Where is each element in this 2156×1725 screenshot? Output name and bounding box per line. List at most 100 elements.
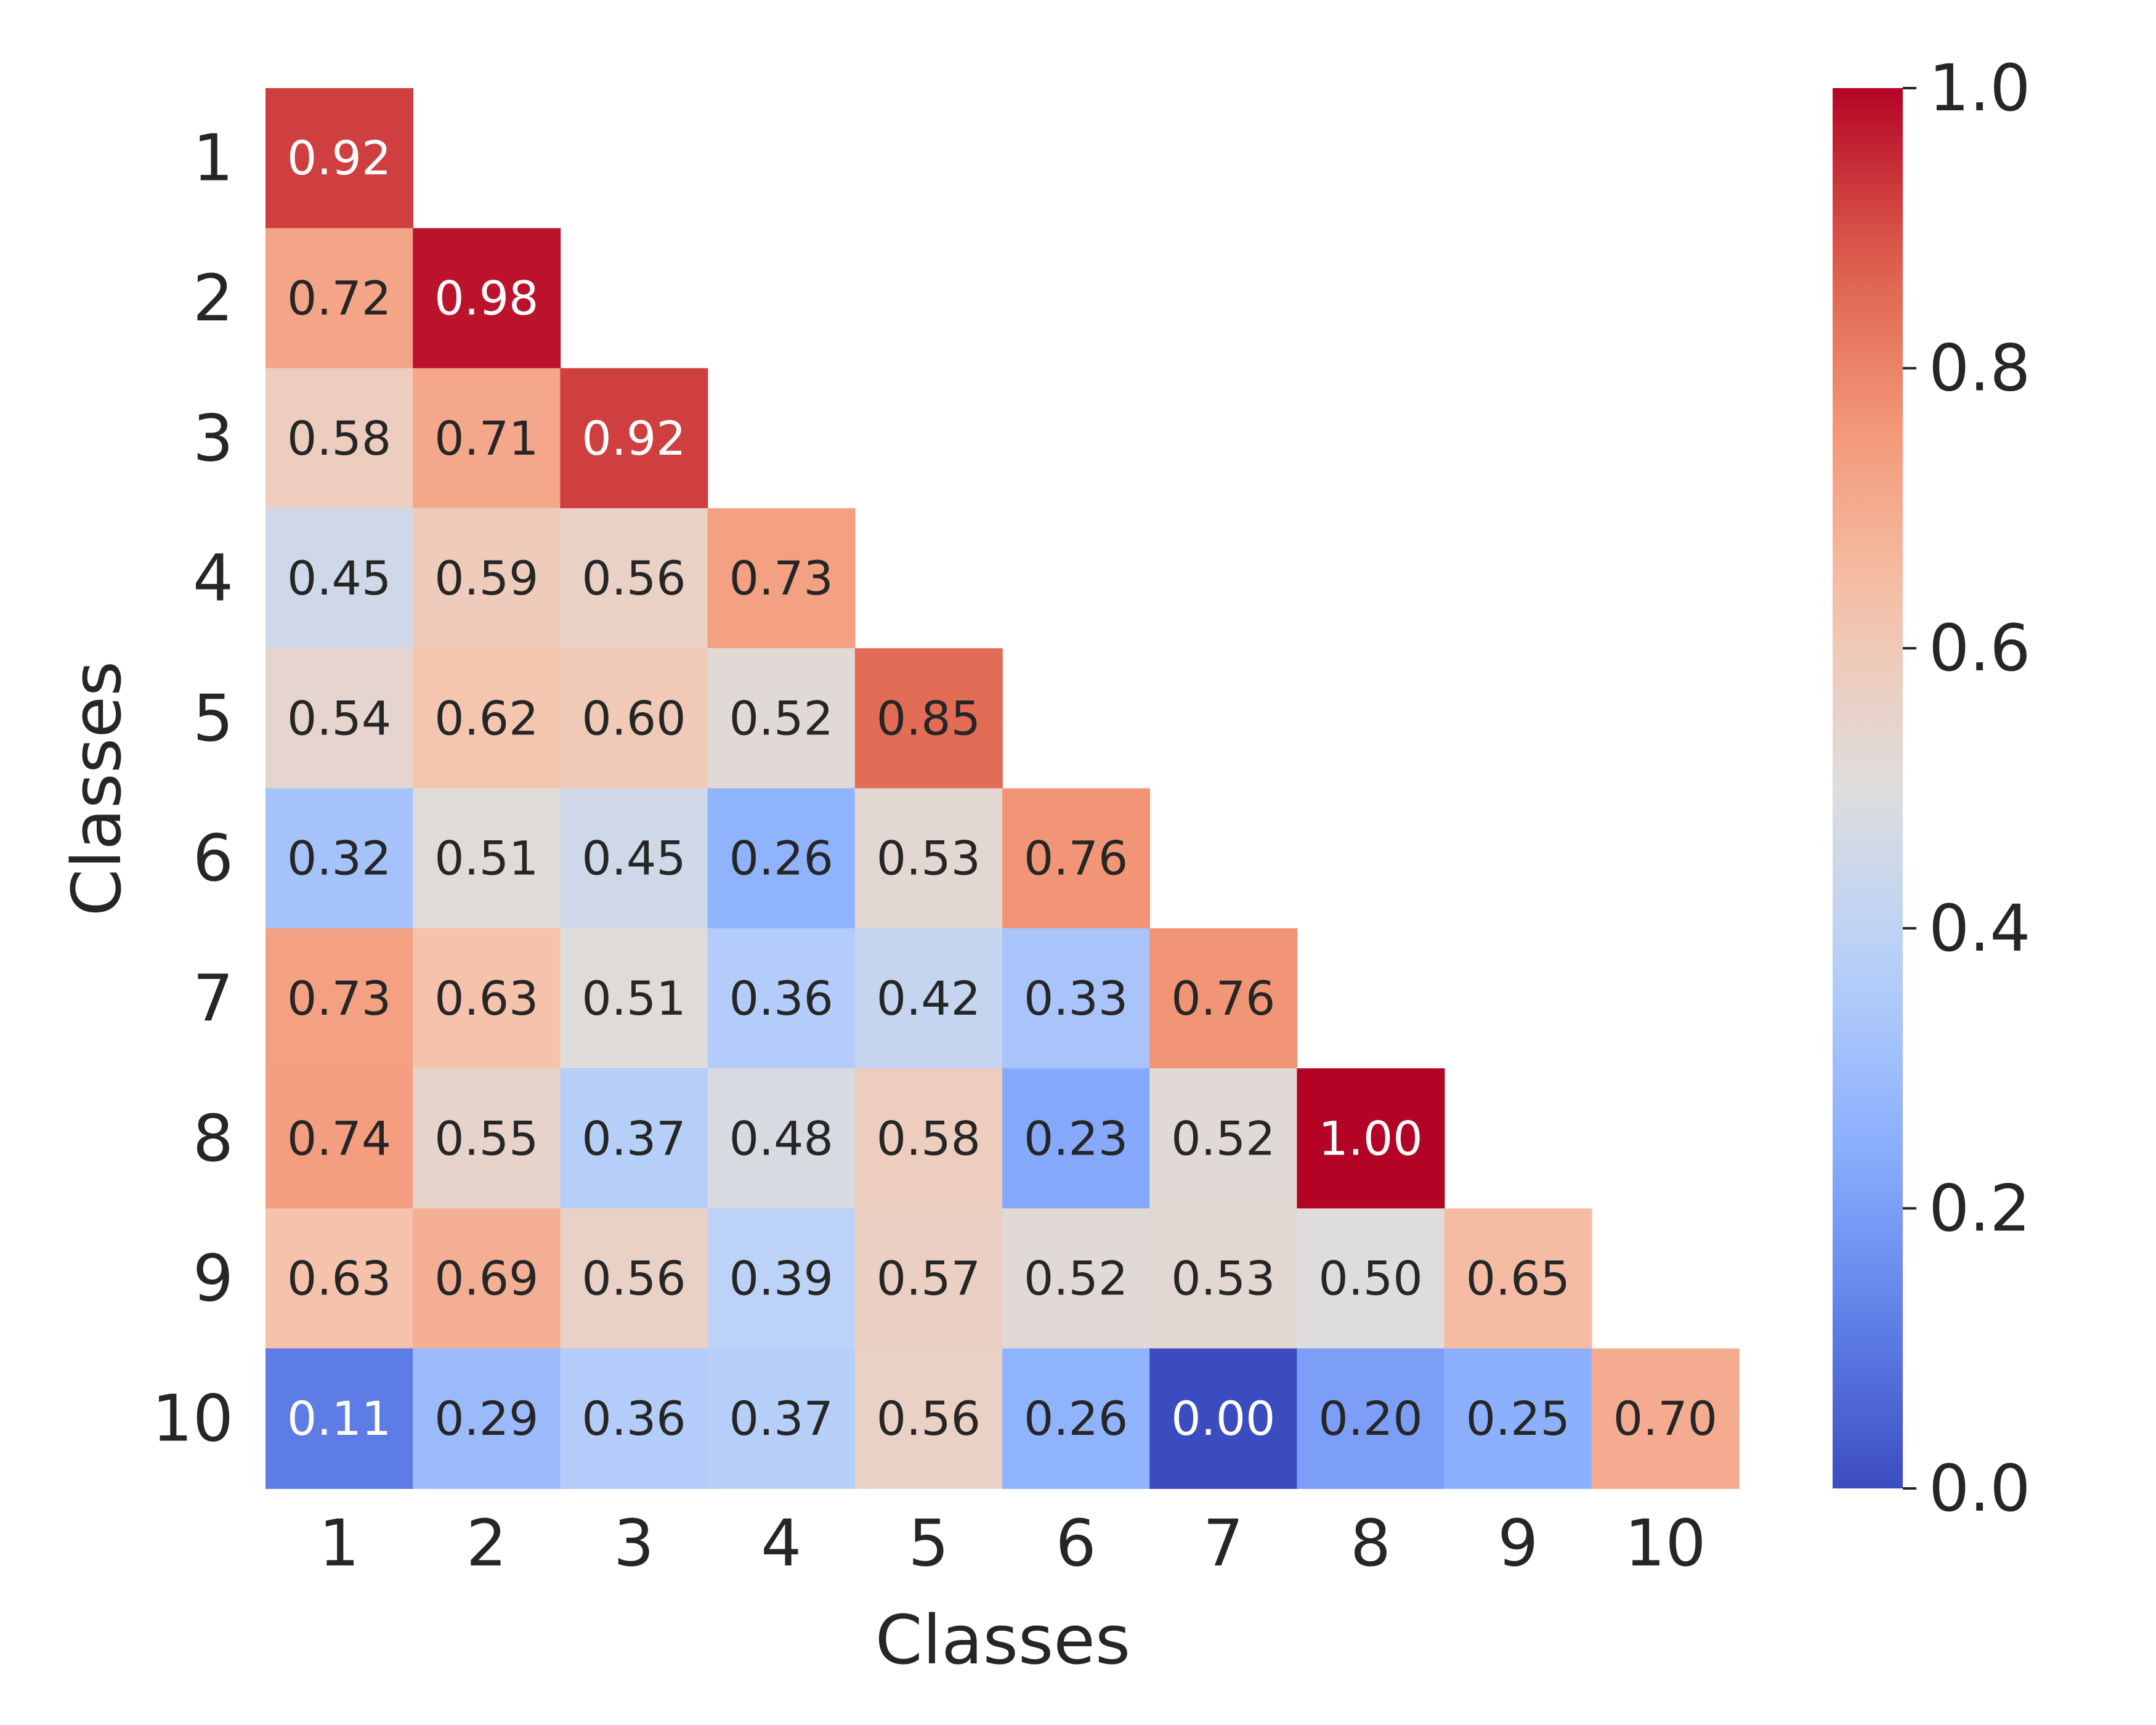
x-tick-label-8: 8 <box>1350 1506 1391 1581</box>
heatmap-cell-r6-c6 <box>1002 788 1150 929</box>
cell-value-r8-c3: 0.37 <box>582 1111 686 1166</box>
heatmap-cell-r5-c2 <box>413 648 561 789</box>
heatmap-cell-r4-c4 <box>707 508 856 649</box>
heatmap-cell-r6-c1 <box>265 788 413 929</box>
heatmap-cell-r10-c10 <box>1591 1348 1740 1489</box>
cell-value-r9-c9: 0.65 <box>1466 1251 1570 1306</box>
cell-value-r3-c3: 0.92 <box>582 411 686 466</box>
x-tick-label-3: 3 <box>614 1506 654 1581</box>
cell-value-r2-c2: 0.98 <box>434 270 538 325</box>
heatmap-cell-r8-c3 <box>560 1068 708 1209</box>
y-axis-title: Classes <box>57 661 136 916</box>
heatmap-cell-r9-c3 <box>560 1208 708 1349</box>
heatmap-cell-r10-c6 <box>1002 1348 1150 1489</box>
colorbar-ticks: 0.0 0.2 0.4 0.6 0.8 1.0 <box>1903 51 2030 1526</box>
cell-value-r1-c1: 0.92 <box>287 131 391 185</box>
colorbar <box>1833 88 1903 1488</box>
cell-value-r10-c6: 0.26 <box>1024 1391 1128 1446</box>
heatmap-cell-r2-c2 <box>413 228 561 369</box>
heatmap-cell-r9-c7 <box>1149 1208 1298 1349</box>
x-tick-label-4: 4 <box>761 1506 801 1581</box>
colorbar-tick-label-1: 0.2 <box>1929 1171 2030 1246</box>
y-tick-label-9: 9 <box>193 1241 233 1316</box>
cell-value-r10-c4: 0.37 <box>729 1391 833 1446</box>
heatmap-cell-r8-c6 <box>1002 1068 1150 1209</box>
cell-value-r3-c2: 0.71 <box>434 411 538 466</box>
cell-value-r7-c5: 0.42 <box>877 971 981 1026</box>
cell-value-r5-c2: 0.62 <box>434 691 538 745</box>
cell-value-r5-c1: 0.54 <box>287 691 391 745</box>
cell-value-r9-c4: 0.39 <box>729 1251 833 1306</box>
x-tick-label-2: 2 <box>466 1506 507 1581</box>
colorbar-tick-label-4: 0.8 <box>1929 331 2030 406</box>
cell-value-r7-c6: 0.33 <box>1024 971 1128 1026</box>
cell-value-r6-c5: 0.53 <box>877 831 981 886</box>
cell-value-r9-c8: 0.50 <box>1318 1251 1422 1306</box>
cell-value-r7-c7: 0.76 <box>1171 971 1275 1026</box>
cell-value-r10-c3: 0.36 <box>582 1391 686 1446</box>
cell-value-r6-c6: 0.76 <box>1024 831 1128 886</box>
cell-value-r5-c5: 0.85 <box>877 691 981 745</box>
heatmap-cell-r7-c4 <box>707 928 856 1069</box>
heatmap-cell-r10-c3 <box>560 1348 708 1489</box>
heatmap-cell-r5-c1 <box>265 648 413 789</box>
cell-value-r9-c7: 0.53 <box>1171 1251 1275 1306</box>
heatmap-cell-r7-c3 <box>560 928 708 1069</box>
heatmap-cell-r8-c5 <box>854 1068 1003 1209</box>
y-tick-label-4: 4 <box>193 541 233 616</box>
colorbar-tick-label-2: 0.4 <box>1929 891 2030 966</box>
heatmap-cell-r5-c5 <box>854 648 1003 789</box>
y-tick-label-5: 5 <box>193 681 233 756</box>
heatmap-cell-r10-c4 <box>707 1348 856 1489</box>
cell-value-r7-c4: 0.36 <box>729 971 833 1026</box>
x-tick-label-10: 10 <box>1624 1506 1706 1581</box>
y-tick-label-3: 3 <box>193 400 233 476</box>
colorbar-tick-label-5: 1.0 <box>1929 51 2030 126</box>
heatmap-cell-r9-c6 <box>1002 1208 1150 1349</box>
cell-value-r4-c2: 0.59 <box>434 551 538 606</box>
y-tick-label-1: 1 <box>193 121 233 196</box>
heatmap-cell-r8-c8 <box>1297 1068 1445 1209</box>
heatmap-cell-r4-c1 <box>265 508 413 649</box>
heatmap-cell-r9-c8 <box>1297 1208 1445 1349</box>
y-tick-label-2: 2 <box>193 261 233 336</box>
cell-value-r6-c2: 0.51 <box>434 831 538 886</box>
heatmap-cell-r9-c4 <box>707 1208 856 1349</box>
cell-value-r9-c1: 0.63 <box>287 1251 391 1306</box>
cell-value-r8-c8: 1.00 <box>1318 1111 1422 1166</box>
cell-value-r10-c10: 0.70 <box>1613 1391 1717 1446</box>
cell-value-r2-c1: 0.72 <box>287 270 391 325</box>
cell-value-r10-c5: 0.56 <box>877 1391 981 1446</box>
cell-value-r10-c2: 0.29 <box>434 1391 538 1446</box>
cell-value-r5-c3: 0.60 <box>582 691 686 745</box>
cell-value-r7-c3: 0.51 <box>582 971 686 1026</box>
cell-value-r10-c1: 0.11 <box>287 1391 391 1446</box>
y-tick-label-6: 6 <box>193 821 233 896</box>
heatmap-cell-r9-c2 <box>413 1208 561 1349</box>
cell-value-r4-c3: 0.56 <box>582 551 686 606</box>
colorbar-tick-label-0: 0.0 <box>1929 1451 2030 1526</box>
heatmap-cell-r9-c9 <box>1444 1208 1592 1349</box>
heatmap-cell-r8-c2 <box>413 1068 561 1209</box>
cell-value-r7-c1: 0.73 <box>287 971 391 1026</box>
cell-value-r5-c4: 0.52 <box>729 691 833 745</box>
cell-value-r7-c2: 0.63 <box>434 971 538 1026</box>
colorbar-tick-label-3: 0.6 <box>1929 611 2030 686</box>
heatmap-cell-r3-c1 <box>265 368 413 509</box>
cell-value-r8-c5: 0.58 <box>877 1111 981 1166</box>
cell-value-r9-c6: 0.52 <box>1024 1251 1128 1306</box>
heatmap-cell-r8-c7 <box>1149 1068 1298 1209</box>
x-tick-label-7: 7 <box>1203 1506 1244 1581</box>
heatmap-cell-r6-c4 <box>707 788 856 929</box>
heatmap-cell-r9-c1 <box>265 1208 413 1349</box>
x-tick-label-1: 1 <box>319 1506 360 1581</box>
cell-value-r8-c6: 0.23 <box>1024 1111 1128 1166</box>
heatmap-cell-r7-c6 <box>1002 928 1150 1069</box>
x-tick-label-6: 6 <box>1056 1506 1096 1581</box>
heatmap-cell-r8-c1 <box>265 1068 413 1209</box>
heatmap-cell-r7-c1 <box>265 928 413 1069</box>
heatmap-cell-r3-c2 <box>413 368 561 509</box>
cell-value-r6-c1: 0.32 <box>287 831 391 886</box>
heatmap-cell-r10-c1 <box>265 1348 413 1489</box>
